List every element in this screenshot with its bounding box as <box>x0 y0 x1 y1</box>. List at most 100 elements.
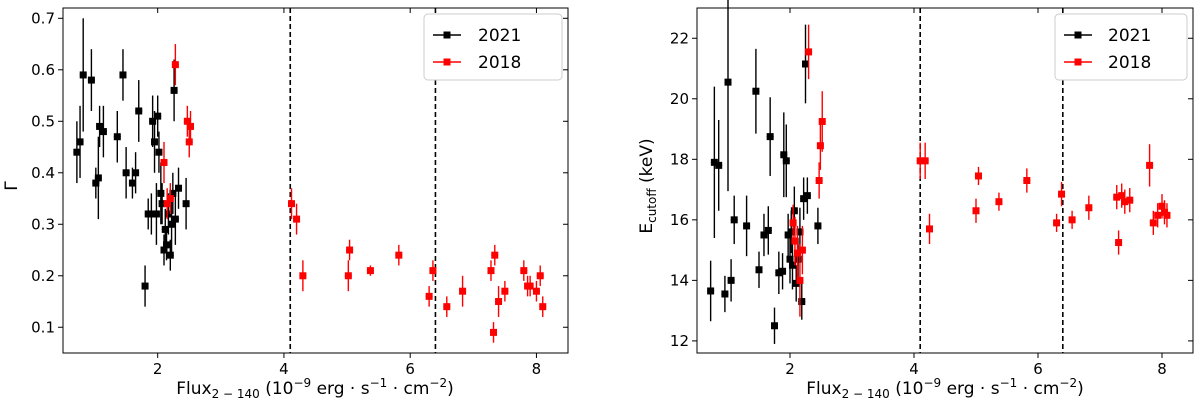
ecutoff-point-2018 <box>1126 196 1134 204</box>
ecutoff-legend-box <box>1054 13 1188 81</box>
gamma-point-2021 <box>158 200 166 208</box>
ecutoff-y-tick-label: 22 <box>670 29 689 47</box>
gamma-point-2021 <box>99 128 107 136</box>
gamma-y-tick-label: 0.2 <box>31 267 55 285</box>
gamma-point-2021 <box>73 148 81 156</box>
gamma-point-2018 <box>185 138 193 146</box>
ecutoff-point-2021 <box>721 290 729 298</box>
gamma-point-2021 <box>161 225 169 233</box>
ecutoff-point-2021 <box>792 279 800 287</box>
ecutoff-y-tick-label: 20 <box>670 90 689 108</box>
ecutoff-point-2018 <box>793 249 801 257</box>
ecutoff-point-2021 <box>710 158 718 166</box>
ecutoff-point-2018 <box>1158 202 1166 210</box>
gamma-x-tick-label: 2 <box>153 360 163 378</box>
gamma-point-2021 <box>171 215 179 223</box>
gamma-y-tick-label: 0.7 <box>31 9 55 27</box>
ecutoff-point-2021 <box>760 231 768 239</box>
gamma-x-tick-label: 4 <box>279 360 289 378</box>
ecutoff-point-2021 <box>788 261 796 269</box>
ecutoff-point-2018 <box>1023 177 1031 184</box>
gamma-point-2021 <box>132 169 140 177</box>
ecutoff-legend: 2021 2018 <box>1054 13 1188 81</box>
gamma-point-2021 <box>135 107 143 115</box>
ecutoff-point-2021 <box>755 266 763 274</box>
ecutoff-point-2021 <box>796 228 804 236</box>
ecutoff-legend-2018-marker <box>1074 58 1082 66</box>
ecutoff-point-2018 <box>926 225 933 233</box>
ecutoff-point-2021 <box>779 267 787 275</box>
ecutoff-point-2021 <box>764 226 772 234</box>
gamma-point-2018 <box>536 272 544 280</box>
gamma-point-2021 <box>160 246 168 254</box>
ecutoff-point-2021 <box>814 222 822 230</box>
ecutoff-point-2018 <box>1149 219 1157 227</box>
ecutoff-x-tick-label: 6 <box>1033 360 1043 378</box>
ecutoff-point-2018 <box>791 237 799 245</box>
gamma-point-2021 <box>151 138 159 146</box>
ecutoff-point-2018 <box>815 177 823 184</box>
gamma-point-2018 <box>491 251 499 259</box>
gamma-panel: 2 4 6 8 0.1 0.2 0.3 0.4 0.5 0.6 0.7 Γ Flux2 − 140… <box>2 7 569 401</box>
gamma-point-2018 <box>293 215 301 223</box>
gamma-legend-2018-label: 2018 <box>478 53 521 73</box>
ecutoff-point-2021 <box>727 276 735 284</box>
ecutoff-x-axis-label: Flux2 − 140 (10−9 erg · s−1 · cm−2) <box>806 376 1084 401</box>
ecutoff-point-2018 <box>1163 211 1171 219</box>
gamma-point-2018 <box>539 303 547 311</box>
gamma-point-2021 <box>76 138 84 146</box>
gamma-y-tick-label: 0.6 <box>31 61 55 79</box>
gamma-point-2021 <box>92 179 100 187</box>
ecutoff-point-2018 <box>816 142 824 150</box>
gamma-point-2018 <box>490 328 498 336</box>
gamma-vlines <box>289 8 437 353</box>
gamma-point-2021 <box>170 86 178 94</box>
ecutoff-point-2018 <box>798 246 806 254</box>
ecutoff-point-2018 <box>1121 198 1129 206</box>
gamma-point-2021 <box>122 169 130 177</box>
gamma-point-2018 <box>299 272 307 280</box>
gamma-point-2018 <box>526 282 534 290</box>
gamma-point-2021 <box>157 189 165 197</box>
ecutoff-point-2018 <box>1058 190 1066 198</box>
gamma-point-2021 <box>149 117 157 125</box>
ecutoff-point-2018 <box>1118 192 1126 200</box>
gamma-point-2018 <box>187 122 195 130</box>
ecutoff-x-tick-label: 2 <box>785 360 795 378</box>
ecutoff-panel: 2 4 6 8 12 14 16 18 20 22 Ecutoff (keV) Flux2 − … <box>637 0 1194 401</box>
ecutoff-x-ticks: 2 4 6 8 <box>785 8 1167 378</box>
gamma-point-2018 <box>395 251 403 259</box>
ecutoff-y-tick-label: 14 <box>670 271 689 289</box>
ecutoff-point-2021 <box>802 60 809 68</box>
gamma-point-2021 <box>147 210 155 218</box>
ecutoff-point-2021 <box>724 78 732 86</box>
gamma-x-tick-label: 6 <box>405 360 415 378</box>
ecutoff-point-2018 <box>1146 161 1154 169</box>
gamma-point-2021 <box>113 133 121 141</box>
gamma-point-2018 <box>429 267 437 275</box>
ecutoff-point-2021 <box>743 222 751 230</box>
gamma-legend-2021-marker <box>443 31 451 39</box>
gamma-point-2018 <box>495 298 503 306</box>
ecutoff-y-tick-label: 18 <box>670 150 689 168</box>
ecutoff-point-2018 <box>1085 204 1093 212</box>
ecutoff-vlines <box>919 8 1064 353</box>
gamma-x-axis-label: Flux2 − 140 (10−9 erg · s−1 · cm−2) <box>176 376 454 401</box>
ecutoff-point-2021 <box>803 192 811 200</box>
ecutoff-point-2021 <box>798 298 806 306</box>
ecutoff-x-tick-label: 8 <box>1157 360 1167 378</box>
gamma-y-tick-label: 0.5 <box>31 112 55 130</box>
ecutoff-point-2018 <box>789 219 797 227</box>
gamma-point-2018 <box>443 303 451 311</box>
gamma-point-2018 <box>487 267 495 275</box>
gamma-legend-box <box>423 13 563 81</box>
ecutoff-legend-2018-label: 2018 <box>1108 53 1151 73</box>
gamma-point-2021 <box>164 210 172 218</box>
gamma-point-2021 <box>119 71 127 79</box>
gamma-point-2021 <box>96 122 104 130</box>
gamma-y-axis-label: Γ <box>2 181 22 191</box>
gamma-legend-2018-marker <box>443 58 451 66</box>
gamma-x-ticks: 2 4 6 8 <box>153 8 541 378</box>
ecutoff-point-2018 <box>972 207 980 215</box>
gamma-point-2018 <box>160 158 168 166</box>
